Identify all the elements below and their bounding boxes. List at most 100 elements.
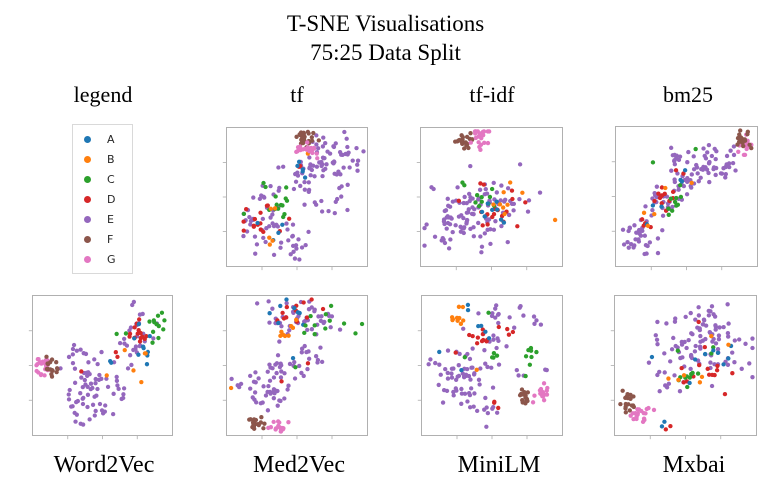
legend-label: C (107, 172, 115, 186)
data-point-D (658, 194, 664, 199)
data-point-D (722, 391, 728, 397)
data-point-D (715, 363, 720, 369)
data-point-B (104, 373, 109, 378)
data-point-E (705, 150, 710, 155)
scatter-canvas-mxbai (610, 302, 755, 440)
data-point-E (655, 236, 661, 241)
data-point-E (724, 153, 730, 159)
data-point-E (84, 370, 89, 375)
data-point-A (650, 203, 656, 208)
data-point-E (713, 323, 718, 328)
data-point-D (304, 315, 310, 320)
data-point-E (271, 375, 277, 380)
data-point-E (713, 156, 718, 162)
data-point-E (718, 171, 724, 176)
data-point-E (301, 373, 306, 379)
data-point-E (654, 337, 660, 342)
data-point-E (655, 319, 660, 325)
data-point-A (721, 362, 726, 367)
data-point-E (723, 171, 728, 177)
data-point-E (151, 336, 156, 341)
data-point-B (726, 342, 731, 347)
data-point-F (620, 388, 625, 393)
data-point-C (650, 160, 656, 165)
data-point-E (93, 408, 98, 414)
data-point-E (258, 401, 263, 406)
data-point-C (529, 354, 534, 360)
data-point-D (252, 216, 258, 222)
data-point-E (307, 155, 312, 160)
data-point-C (284, 185, 289, 190)
data-point-E (461, 326, 466, 331)
data-point-C (308, 313, 313, 319)
data-point-G (286, 420, 291, 425)
data-point-G (741, 152, 747, 158)
data-point-E (723, 175, 728, 180)
data-point-D (668, 423, 673, 429)
data-point-D (496, 324, 501, 330)
data-point-A (144, 362, 150, 367)
data-point-C (476, 203, 482, 209)
data-point-E (448, 237, 453, 242)
data-point-E (689, 355, 695, 361)
data-point-C (261, 180, 266, 186)
legend-label: G (107, 252, 116, 266)
data-point-E (692, 349, 698, 354)
data-point-E (464, 201, 469, 206)
data-point-F (311, 130, 316, 136)
data-point-F (741, 143, 746, 149)
data-point-E (432, 234, 438, 239)
data-point-G (532, 393, 537, 398)
data-point-E (314, 133, 319, 138)
data-point-D (481, 182, 487, 187)
data-point-E (114, 378, 120, 383)
data-point-C (462, 355, 467, 360)
data-point-B (502, 211, 507, 217)
data-point-E (99, 376, 104, 381)
data-point-F (309, 138, 315, 143)
data-point-E (248, 222, 253, 227)
data-point-A (485, 201, 490, 206)
legend-item-D: D (73, 190, 132, 208)
data-point-E (453, 386, 458, 391)
data-point-E (287, 328, 292, 333)
data-point-E (725, 334, 731, 339)
data-point-A (482, 214, 487, 219)
data-point-A (290, 355, 296, 361)
data-point-A (483, 329, 488, 334)
data-point-C (150, 329, 156, 334)
data-point-B (645, 223, 651, 228)
data-point-E (494, 345, 499, 351)
data-point-E (514, 367, 520, 373)
data-point-E (279, 369, 284, 374)
data-point-E (66, 354, 72, 360)
data-point-G (294, 149, 299, 155)
data-point-E (711, 165, 717, 170)
data-point-E (266, 383, 271, 389)
data-point-E (447, 222, 453, 227)
data-point-E (468, 164, 473, 169)
data-point-E (254, 242, 260, 247)
data-point-E (103, 403, 108, 408)
data-point-E (711, 336, 716, 342)
data-point-E (444, 226, 449, 231)
data-point-E (706, 170, 711, 176)
data-point-F (44, 366, 49, 372)
data-point-E (698, 333, 703, 339)
data-point-E (495, 336, 500, 341)
legend-item-A: A (73, 130, 132, 148)
data-point-E (445, 196, 450, 201)
data-point-E (476, 311, 481, 316)
data-point-E (95, 361, 100, 367)
data-point-E (94, 393, 99, 398)
data-point-D (265, 203, 270, 208)
data-point-E (102, 409, 108, 414)
legend-label: A (107, 132, 115, 146)
data-point-E (672, 158, 677, 164)
data-point-A (486, 336, 492, 341)
data-point-E (442, 221, 447, 227)
data-point-E (621, 242, 627, 247)
data-point-C (523, 354, 529, 359)
data-point-E (672, 319, 678, 324)
